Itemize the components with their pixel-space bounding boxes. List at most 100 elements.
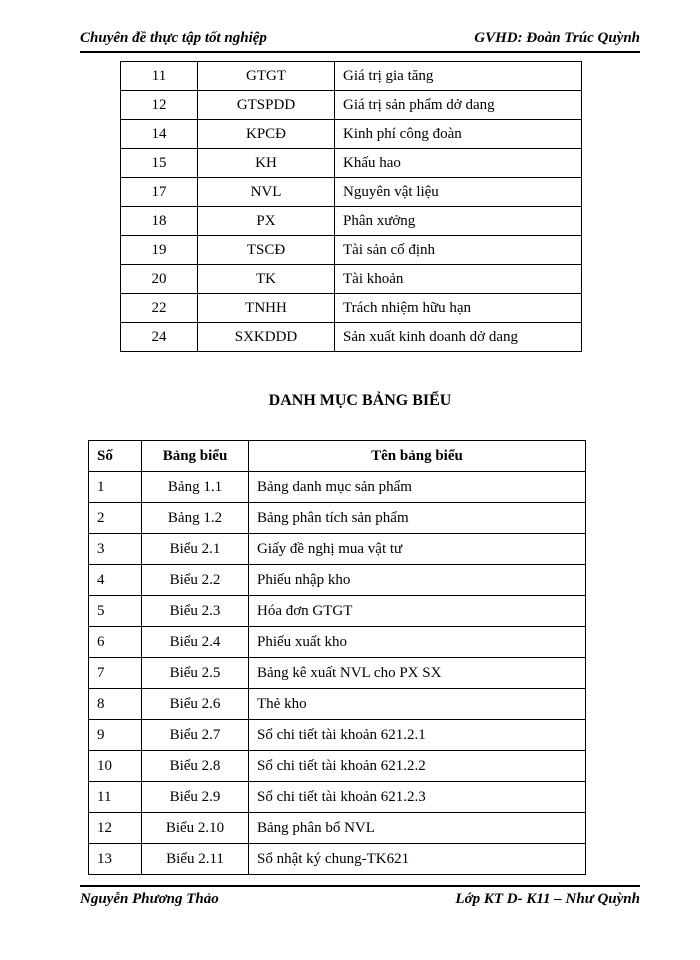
table-header-row: Số Bảng biểu Tên bảng biểu [89, 441, 586, 472]
list-code: Biểu 2.5 [142, 658, 249, 689]
table-row: 12GTSPDDGiá trị sản phẩm dở dang [121, 91, 582, 120]
list-title: Thẻ kho [249, 689, 586, 720]
abbrev-code: KPCĐ [198, 120, 335, 149]
list-title: Giấy đề nghị mua vật tư [249, 534, 586, 565]
list-num: 11 [89, 782, 142, 813]
table-row: 17NVLNguyên vật liệu [121, 178, 582, 207]
page: Chuyên đề thực tập tốt nghiệp GVHD: Đoàn… [0, 0, 700, 938]
list-title: Hóa đơn GTGT [249, 596, 586, 627]
list-num: 13 [89, 844, 142, 875]
list-code: Biểu 2.6 [142, 689, 249, 720]
abbrev-desc: Trách nhiệm hữu hạn [335, 294, 582, 323]
table-row: 20TKTài khoản [121, 265, 582, 294]
list-code: Biểu 2.3 [142, 596, 249, 627]
list-code: Biểu 2.4 [142, 627, 249, 658]
abbrev-num: 18 [121, 207, 198, 236]
list-num: 5 [89, 596, 142, 627]
list-num: 9 [89, 720, 142, 751]
abbrev-code: GTSPDD [198, 91, 335, 120]
list-code: Biểu 2.10 [142, 813, 249, 844]
table-row: 6Biểu 2.4Phiếu xuất kho [89, 627, 586, 658]
abbrev-code: PX [198, 207, 335, 236]
abbrev-num: 19 [121, 236, 198, 265]
list-num: 10 [89, 751, 142, 782]
abbrev-desc: Giá trị sản phẩm dở dang [335, 91, 582, 120]
list-title: Sổ chi tiết tài khoản 621.2.3 [249, 782, 586, 813]
table-row: 11GTGTGiá trị gia tăng [121, 62, 582, 91]
table-row: 4Biểu 2.2Phiếu nhập kho [89, 565, 586, 596]
footer-left: Nguyễn Phương Thảo [80, 891, 219, 908]
list-num: 1 [89, 472, 142, 503]
list-title: Sổ chi tiết tài khoản 621.2.1 [249, 720, 586, 751]
abbreviation-table: 11GTGTGiá trị gia tăng12GTSPDDGiá trị sả… [120, 61, 582, 352]
list-code: Bảng 1.1 [142, 472, 249, 503]
table-row: 13Biểu 2.11Sổ nhật ký chung-TK621 [89, 844, 586, 875]
abbrev-desc: Tài khoản [335, 265, 582, 294]
col-header-ten: Tên bảng biểu [249, 441, 586, 472]
table-row: 18PXPhân xưởng [121, 207, 582, 236]
list-title: Bảng phân bổ NVL [249, 813, 586, 844]
abbrev-code: TK [198, 265, 335, 294]
list-code: Biểu 2.1 [142, 534, 249, 565]
table-row: 7Biểu 2.5Bảng kê xuất NVL cho PX SX [89, 658, 586, 689]
abbrev-desc: Giá trị gia tăng [335, 62, 582, 91]
abbrev-desc: Sản xuất kinh doanh dở dang [335, 323, 582, 352]
table-row: 2Bảng 1.2Bảng phân tích sản phẩm [89, 503, 586, 534]
abbrev-desc: Phân xưởng [335, 207, 582, 236]
abbrev-code: NVL [198, 178, 335, 207]
abbrev-num: 20 [121, 265, 198, 294]
list-num: 12 [89, 813, 142, 844]
abbrev-num: 22 [121, 294, 198, 323]
list-code: Biểu 2.9 [142, 782, 249, 813]
list-code: Biểu 2.11 [142, 844, 249, 875]
table-row: 1Bảng 1.1Bảng danh mục sản phẩm [89, 472, 586, 503]
list-code: Biểu 2.2 [142, 565, 249, 596]
page-header: Chuyên đề thực tập tốt nghiệp GVHD: Đoàn… [80, 30, 640, 53]
table-row: 14KPCĐKinh phí công đoàn [121, 120, 582, 149]
table-row: 3Biểu 2.1Giấy đề nghị mua vật tư [89, 534, 586, 565]
abbrev-num: 12 [121, 91, 198, 120]
header-left: Chuyên đề thực tập tốt nghiệp [80, 30, 267, 47]
listing-table: Số Bảng biểu Tên bảng biểu 1Bảng 1.1Bảng… [88, 440, 586, 875]
list-num: 4 [89, 565, 142, 596]
footer-right: Lớp KT D- K11 – Như Quỳnh [455, 891, 640, 908]
list-num: 8 [89, 689, 142, 720]
list-num: 2 [89, 503, 142, 534]
abbrev-code: KH [198, 149, 335, 178]
table-row: 10Biểu 2.8Sổ chi tiết tài khoản 621.2.2 [89, 751, 586, 782]
list-title: Sổ chi tiết tài khoản 621.2.2 [249, 751, 586, 782]
section-title: DANH MỤC BẢNG BIỂU [80, 392, 640, 410]
header-right: GVHD: Đoàn Trúc Quỳnh [474, 30, 640, 47]
table-row: 15KHKhấu hao [121, 149, 582, 178]
list-num: 7 [89, 658, 142, 689]
abbrev-num: 24 [121, 323, 198, 352]
list-title: Phiếu nhập kho [249, 565, 586, 596]
abbrev-num: 14 [121, 120, 198, 149]
table-row: 9Biểu 2.7Sổ chi tiết tài khoản 621.2.1 [89, 720, 586, 751]
page-content: 11GTGTGiá trị gia tăng12GTSPDDGiá trị sả… [80, 53, 640, 875]
page-footer: Nguyễn Phương Thảo Lớp KT D- K11 – Như Q… [80, 885, 640, 908]
list-num: 6 [89, 627, 142, 658]
abbrev-code: TSCĐ [198, 236, 335, 265]
table-row: 22TNHHTrách nhiệm hữu hạn [121, 294, 582, 323]
table-row: 19TSCĐTài sản cố định [121, 236, 582, 265]
col-header-bangbieu: Bảng biểu [142, 441, 249, 472]
abbrev-desc: Nguyên vật liệu [335, 178, 582, 207]
abbrev-code: SXKDDD [198, 323, 335, 352]
abbrev-code: TNHH [198, 294, 335, 323]
abbrev-desc: Khấu hao [335, 149, 582, 178]
list-code: Biểu 2.8 [142, 751, 249, 782]
abbrev-num: 11 [121, 62, 198, 91]
abbrev-desc: Kinh phí công đoàn [335, 120, 582, 149]
table-row: 11Biểu 2.9Sổ chi tiết tài khoản 621.2.3 [89, 782, 586, 813]
abbrev-code: GTGT [198, 62, 335, 91]
list-code: Bảng 1.2 [142, 503, 249, 534]
list-title: Bảng kê xuất NVL cho PX SX [249, 658, 586, 689]
list-code: Biểu 2.7 [142, 720, 249, 751]
list-title: Phiếu xuất kho [249, 627, 586, 658]
table-row: 24SXKDDDSản xuất kinh doanh dở dang [121, 323, 582, 352]
table-row: 5Biểu 2.3Hóa đơn GTGT [89, 596, 586, 627]
list-title: Sổ nhật ký chung-TK621 [249, 844, 586, 875]
list-title: Bảng phân tích sản phẩm [249, 503, 586, 534]
list-num: 3 [89, 534, 142, 565]
